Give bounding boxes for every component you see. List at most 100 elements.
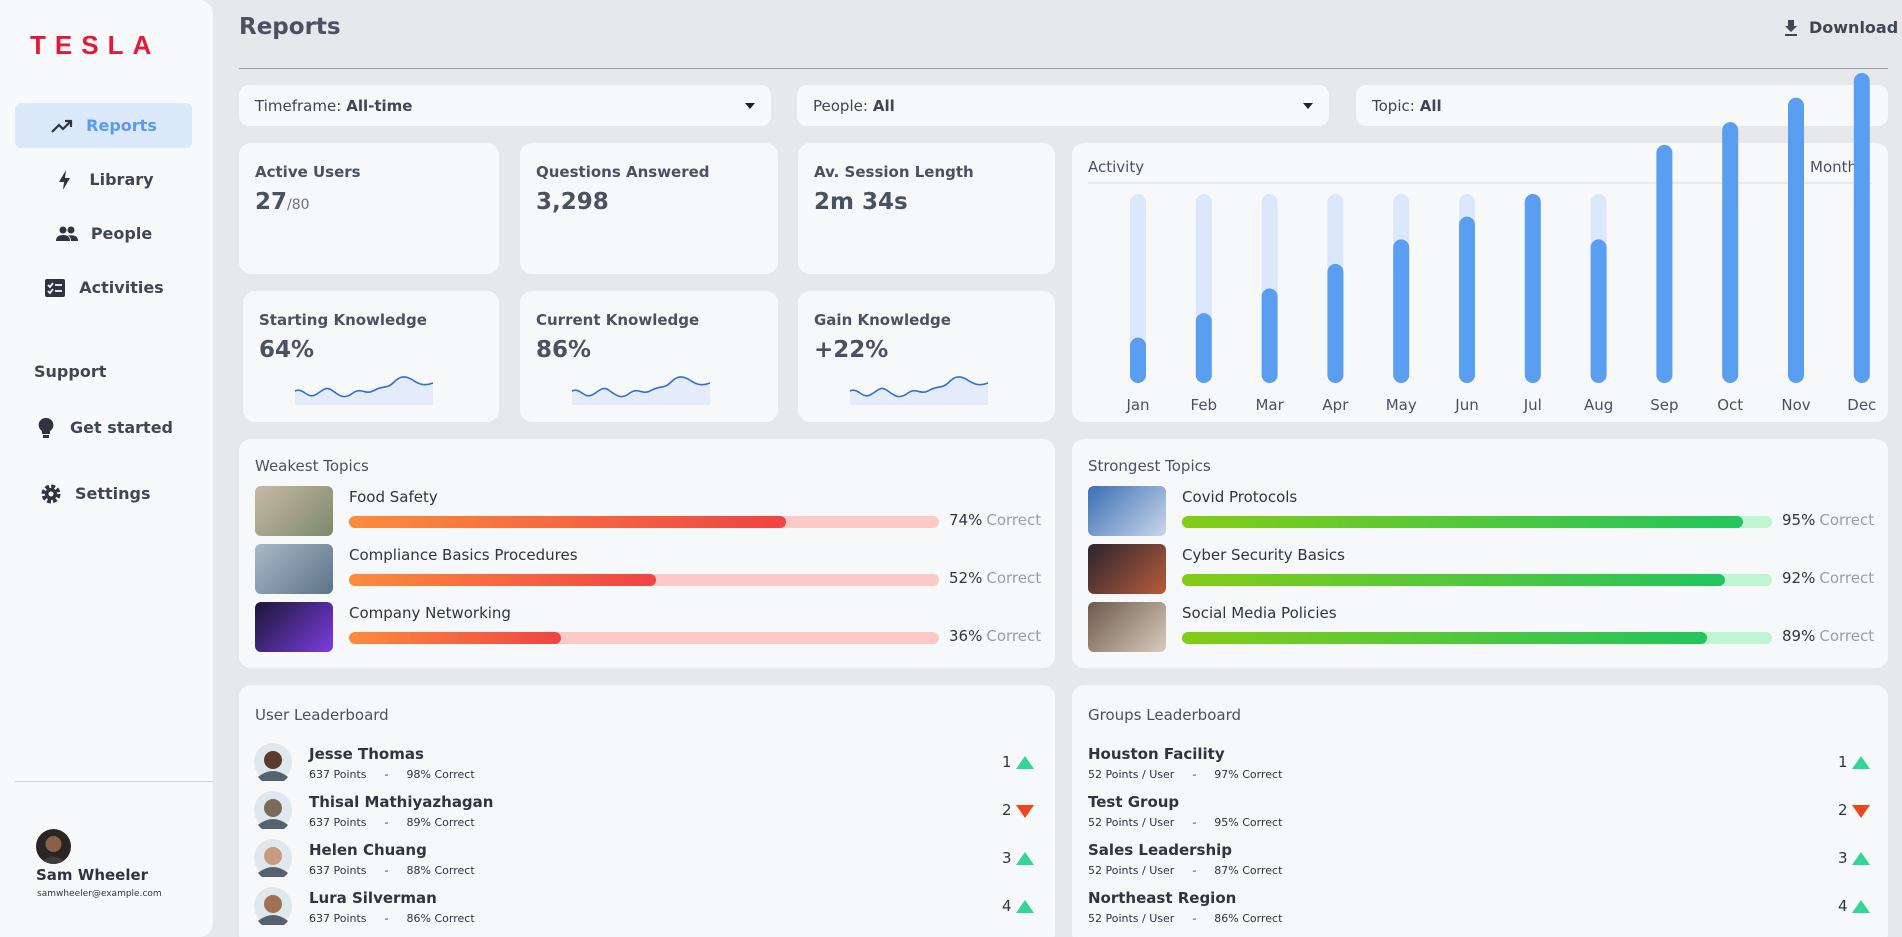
row-correct: 86% Correct	[406, 912, 475, 925]
card-title: User Leaderboard	[255, 706, 389, 724]
topic-name: Food Safety	[349, 488, 438, 506]
stat-label: Av. Session Length	[814, 163, 974, 181]
nav-item[interactable]: Get started	[15, 405, 192, 450]
stat-value: 2m 34s	[814, 189, 908, 215]
sidebar: TESLA Reports Library People Activities …	[0, 0, 213, 937]
percent-word: Correct	[1819, 569, 1875, 587]
trend-shape	[1852, 900, 1870, 913]
section-heading: Support	[34, 362, 107, 381]
stat-number: 2m 34s	[814, 189, 908, 215]
percent-value: 92%	[1782, 569, 1816, 587]
user-name: Sam Wheeler	[36, 866, 149, 884]
row-rank: 4	[1002, 897, 1012, 915]
bar	[1195, 313, 1212, 383]
percent-word: Correct	[1819, 511, 1875, 529]
topic-thumbnail	[255, 602, 333, 652]
leaderboard-card: User Leaderboard Jesse Thomas 637 Points - 9…	[239, 685, 1055, 937]
nav-item[interactable]: Reports	[15, 103, 192, 148]
percent-value: 95%	[1782, 511, 1816, 529]
stat-suffix: /80	[287, 197, 310, 213]
filter-dropdown[interactable]: Timeframe: All-time	[239, 85, 771, 126]
trend-arrow	[1852, 805, 1870, 818]
bar	[1524, 194, 1541, 383]
icon	[45, 278, 66, 297]
filter-value: All	[1419, 96, 1442, 115]
sparkline	[571, 376, 711, 405]
trend-arrow	[1016, 852, 1034, 865]
filter-label: Timeframe:	[255, 96, 342, 115]
sparkline-line	[849, 376, 989, 398]
nav-item[interactable]: Library	[15, 157, 192, 202]
row-stats: 637 Points - 98% Correct	[309, 768, 475, 781]
avatar-body	[258, 867, 288, 877]
percent: 74% Correct	[949, 511, 1041, 529]
sparkline-area	[295, 376, 433, 405]
percent: 92% Correct	[1782, 569, 1874, 587]
stat-number: 27	[255, 189, 288, 215]
trend-arrow	[1852, 756, 1870, 769]
user-avatar[interactable]	[36, 829, 71, 864]
trend-arrow	[1852, 852, 1870, 865]
progress-track	[1182, 574, 1772, 586]
x-tick-label: Mar	[1255, 396, 1284, 414]
bar	[1656, 144, 1673, 383]
topic-thumbnail	[1088, 602, 1166, 652]
topic-thumbnail	[1088, 486, 1166, 536]
trend-arrow	[1016, 805, 1034, 818]
row-points: 637 Points	[309, 768, 367, 781]
row-correct: 98% Correct	[406, 768, 475, 781]
row-avatar	[254, 839, 292, 877]
avatar-face	[264, 895, 282, 913]
row-stats: 637 Points - 89% Correct	[309, 816, 475, 829]
row-stats: 52 Points / User - 97% Correct	[1088, 768, 1282, 781]
row-rank: 2	[1838, 801, 1848, 819]
filter-dropdown[interactable]: People: All	[797, 85, 1329, 126]
bar-track	[1130, 194, 1146, 383]
bar	[1327, 263, 1344, 383]
x-tick-label: May	[1386, 396, 1417, 414]
progress-bar	[349, 574, 656, 586]
logo[interactable]: TESLA	[30, 30, 161, 60]
x-tick-label: Jun	[1454, 396, 1478, 414]
topic-name: Cyber Security Basics	[1182, 546, 1345, 564]
row-separator: -	[1192, 864, 1197, 877]
trend-shape	[1852, 852, 1870, 865]
stat-label: Starting Knowledge	[259, 311, 427, 329]
download-button[interactable]: Download	[1783, 18, 1898, 37]
progress-track	[1182, 516, 1772, 528]
stat-card: Active Users 27/80	[239, 143, 499, 274]
row-name: Jesse Thomas	[309, 745, 424, 763]
percent-value: 52%	[949, 569, 983, 587]
row-correct: 95% Correct	[1214, 816, 1283, 829]
row-rank: 1	[1838, 753, 1848, 771]
trend-shape	[1852, 805, 1870, 818]
percent: 89% Correct	[1782, 627, 1874, 645]
filter-dropdown[interactable]: Topic: All	[1356, 85, 1888, 126]
row-points: 637 Points	[309, 912, 367, 925]
topics-card: Strongest Topics Covid Protocols 95% Correc…	[1072, 439, 1888, 668]
stat-label: Current Knowledge	[536, 311, 700, 329]
stat-value: 64%	[259, 337, 315, 363]
row-name: Helen Chuang	[309, 841, 427, 859]
bar	[1261, 288, 1278, 383]
trend-arrow	[1852, 900, 1870, 913]
nav-label: People	[90, 224, 153, 243]
knowledge-card: Gain Knowledge +22%	[798, 291, 1055, 422]
card-title: Strongest Topics	[1088, 457, 1211, 475]
progress-bar	[349, 632, 562, 644]
icon	[59, 169, 71, 190]
user-email: samwheeler@example.com	[37, 889, 162, 899]
nav-item[interactable]: People	[15, 211, 192, 256]
row-stats: 52 Points / User - 95% Correct	[1088, 816, 1282, 829]
nav-item[interactable]: Activities	[15, 265, 192, 310]
row-name: Sales Leadership	[1088, 841, 1233, 859]
row-points: 52 Points / User	[1088, 768, 1175, 781]
row-rank: 1	[1002, 753, 1012, 771]
caret	[1303, 102, 1313, 109]
row-separator: -	[384, 768, 389, 781]
nav-item[interactable]: Settings	[15, 471, 192, 516]
period-select[interactable]: Month	[1810, 158, 1857, 176]
card-title: Groups Leaderboard	[1088, 706, 1241, 724]
percent: 52% Correct	[949, 569, 1041, 587]
